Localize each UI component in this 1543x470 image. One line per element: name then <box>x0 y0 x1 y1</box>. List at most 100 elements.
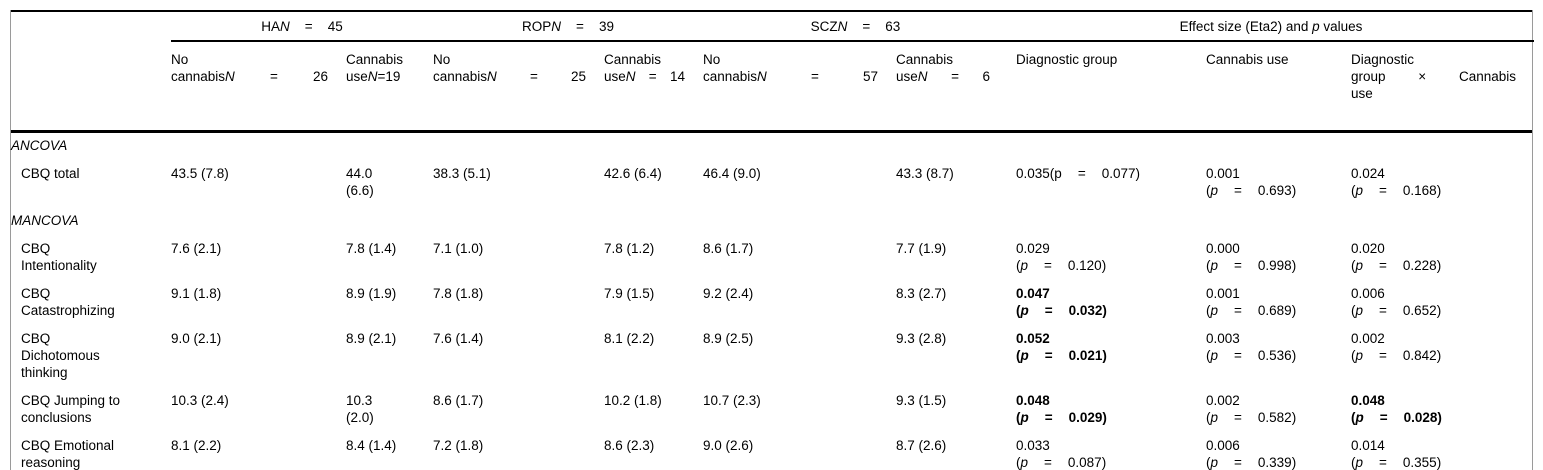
cell-value: 8.1 (2.2) <box>604 331 655 346</box>
word: cannabis <box>703 69 758 84</box>
subheader-empty-cell <box>11 42 171 130</box>
p-value: (p = 0.998) <box>1206 258 1297 273</box>
eq-sign: = <box>304 18 313 34</box>
row-label: CBQ Catastrophizing <box>21 286 115 318</box>
eq-sign: = <box>1044 410 1053 425</box>
n-value: 63 <box>885 18 901 34</box>
eta-value: 0.024 <box>1351 166 1385 181</box>
subheader-scz-no-cannabis: No cannabisN = 57 <box>703 42 896 130</box>
eta-value: 0.035 <box>1016 166 1050 181</box>
group-name: SCZN <box>811 19 848 34</box>
cell-value: 38.3 (5.1) <box>433 166 491 181</box>
n-italic: N <box>367 69 378 84</box>
p-number: 0.536) <box>1257 348 1297 363</box>
p-number: 0.021) <box>1068 348 1107 363</box>
n-value: 14 <box>669 69 685 84</box>
cell-effect: 0.001 (p = 0.689) <box>1198 283 1343 328</box>
subheader-line2: useN = 14 <box>604 68 685 85</box>
table-header: HAN = 45 ROPN = 39 SCZN = 63 Effect size (Eta2… <box>11 10 1534 133</box>
eq-sign: = <box>1044 303 1053 318</box>
word: cannabis <box>171 69 226 84</box>
eq-sign: = <box>1234 455 1242 470</box>
cell-effect: 0.006 (p = 0.339) <box>1198 435 1343 470</box>
p-value: (p = 0.120) <box>1016 258 1107 273</box>
effect-header-after: values <box>1319 18 1363 34</box>
cell-value: 10.3 (2.0) <box>346 393 374 425</box>
subheader-line2: useN = 6 <box>896 68 990 85</box>
cell-effect: 0.003 (p = 0.536) <box>1198 328 1343 390</box>
word-n: cannabisN <box>171 68 235 85</box>
eta-value: 0.001 <box>1206 166 1240 181</box>
eq-sign: = <box>1234 348 1242 363</box>
table-body: ANCOVA CBQ total 43.5 (7.8) 44.0 (6.6) 38.3 … <box>11 135 1532 470</box>
subheader-line2: group × Cannabis <box>1351 68 1516 85</box>
p-number: 0.077) <box>1101 166 1140 181</box>
subheader-line2: cannabisN = 25 <box>433 68 586 85</box>
eta-value: 0.014 <box>1351 438 1385 453</box>
word-n: useN <box>604 68 636 85</box>
table-row: CBQ total 43.5 (7.8) 44.0 (6.6) 38.3 (5.1) 4… <box>11 163 1532 208</box>
subheader-interaction: Diagnostic group × Cannabis use <box>1343 42 1534 130</box>
cell-value: 42.6 (6.4) <box>604 166 662 181</box>
row-label: CBQ total <box>21 166 80 181</box>
cell-value: 9.1 (1.8) <box>171 286 222 301</box>
eta-value: 0.002 <box>1351 331 1385 346</box>
cell-effect: 0.001 (p = 0.693) <box>1198 163 1343 208</box>
cell-value: 43.5 (7.8) <box>171 166 229 181</box>
p-number: 0.998) <box>1257 258 1297 273</box>
p-value: (p = 0.536) <box>1206 348 1297 363</box>
times-sign: × <box>1418 69 1427 84</box>
eq-sign: = <box>951 69 959 84</box>
effect-header-before: Effect size (Eta2) and <box>1179 18 1313 34</box>
p-value: (p = 0.168) <box>1351 183 1442 198</box>
table-row: CBQ Jumping to conclusions 10.3 (2.4) 10.3… <box>11 390 1532 435</box>
subheader-ha-cannabis-use: Cannabis useN = 19 <box>346 42 433 130</box>
p-symbol: p <box>1355 303 1364 318</box>
cell-value: 9.0 (2.1) <box>171 331 222 346</box>
n-italic: N <box>487 69 497 84</box>
header-empty-cell <box>11 12 171 42</box>
cell-value: 8.7 (2.6) <box>896 438 947 453</box>
p-symbol: p <box>1210 348 1219 363</box>
cell-effect: 0.002 (p = 0.842) <box>1343 328 1534 390</box>
subheader-line1: Cannabis <box>896 52 954 67</box>
eta-value: 0.029 <box>1016 241 1050 256</box>
eq-sign: = <box>1379 455 1387 470</box>
p-value: (p = 0.689) <box>1206 303 1297 318</box>
cell-value: 10.7 (2.3) <box>703 393 761 408</box>
cell-effect: 0.020 (p = 0.228) <box>1343 238 1534 283</box>
n-value: 26 <box>312 69 328 84</box>
section-label: ANCOVA <box>11 138 68 153</box>
cell-value: 10.3 (2.4) <box>171 393 229 408</box>
p-symbol: p <box>1355 183 1364 198</box>
subheader-line1: Diagnostic <box>1351 52 1415 67</box>
word: use <box>896 69 918 84</box>
cell-value: 8.6 (1.7) <box>433 393 484 408</box>
p-symbol: p <box>1355 348 1364 363</box>
cell-value: 10.2 (1.8) <box>604 393 662 408</box>
cell-effect: 0.048 (p = 0.029) <box>1008 390 1198 435</box>
statistics-table: HAN = 45 ROPN = 39 SCZN = 63 Effect size (Eta2… <box>10 10 1534 470</box>
cell-value: 7.6 (2.1) <box>171 241 222 256</box>
p-value: (p = 0.029) <box>1016 410 1107 425</box>
p-symbol: p <box>1355 410 1364 425</box>
p-value: (p = 0.339) <box>1206 455 1297 470</box>
cell-value: 8.1 (2.2) <box>171 438 222 453</box>
eq-sign: = <box>1234 410 1242 425</box>
p-symbol: p <box>1210 258 1219 273</box>
cell-value: 8.4 (1.4) <box>346 438 397 453</box>
p-value: (p = 0.032) <box>1016 303 1107 318</box>
eta-value: 0.020 <box>1351 241 1385 256</box>
p-number: 0.693) <box>1257 183 1297 198</box>
subheader-ha-no-cannabis: No cannabisN = 26 <box>171 42 346 130</box>
cell-value: 8.6 (2.3) <box>604 438 655 453</box>
cell-effect: 0.014 (p = 0.355) <box>1343 435 1534 470</box>
p-number: 0.120) <box>1067 258 1107 273</box>
word: Cannabis <box>1458 69 1516 84</box>
word: group <box>1351 69 1386 84</box>
cell-effect: 0.052 (p = 0.021) <box>1008 328 1198 390</box>
subheader-line2: useN = 19 <box>346 68 415 85</box>
cell-value: 7.6 (1.4) <box>433 331 484 346</box>
eq-sign: = <box>269 69 278 84</box>
cell-value: 7.8 (1.2) <box>604 241 655 256</box>
